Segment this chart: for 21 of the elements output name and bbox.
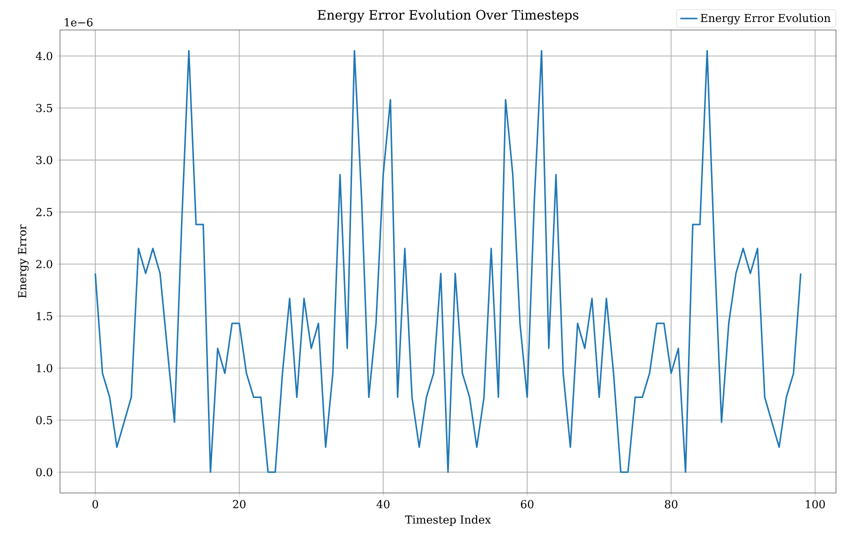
y-tick-label: 2.5	[36, 208, 52, 216]
x-tick-label: 100	[806, 500, 825, 508]
text: 1e−6	[64, 18, 93, 26]
x-axis-title: Timestep Index	[405, 515, 491, 526]
x-tick-label: 80	[664, 500, 678, 508]
y-tick-label: 1.0	[36, 364, 52, 372]
y-tick-label: 1.5	[36, 312, 52, 320]
y-tick-label: 3.5	[36, 104, 52, 112]
y-tick-label: 0.0	[36, 468, 52, 476]
y-axis-title: Energy Error	[18, 224, 29, 298]
x-tick-label: 60	[520, 500, 534, 508]
y-tick-label: 4.0	[36, 52, 52, 60]
x-tick-label: 40	[376, 500, 390, 508]
y-tick-label: 2.0	[36, 260, 52, 268]
chart-title: Energy Error Evolution Over Timesteps	[318, 10, 578, 22]
legend-label: Energy Error Evolution	[700, 14, 830, 24]
y-tick-label: 0.5	[36, 416, 52, 424]
line-series	[94, 50, 802, 473]
x-tick-label: 20	[233, 500, 246, 508]
x-tick-label: 0	[92, 500, 98, 508]
y-tick-label: 3.0	[36, 156, 52, 164]
